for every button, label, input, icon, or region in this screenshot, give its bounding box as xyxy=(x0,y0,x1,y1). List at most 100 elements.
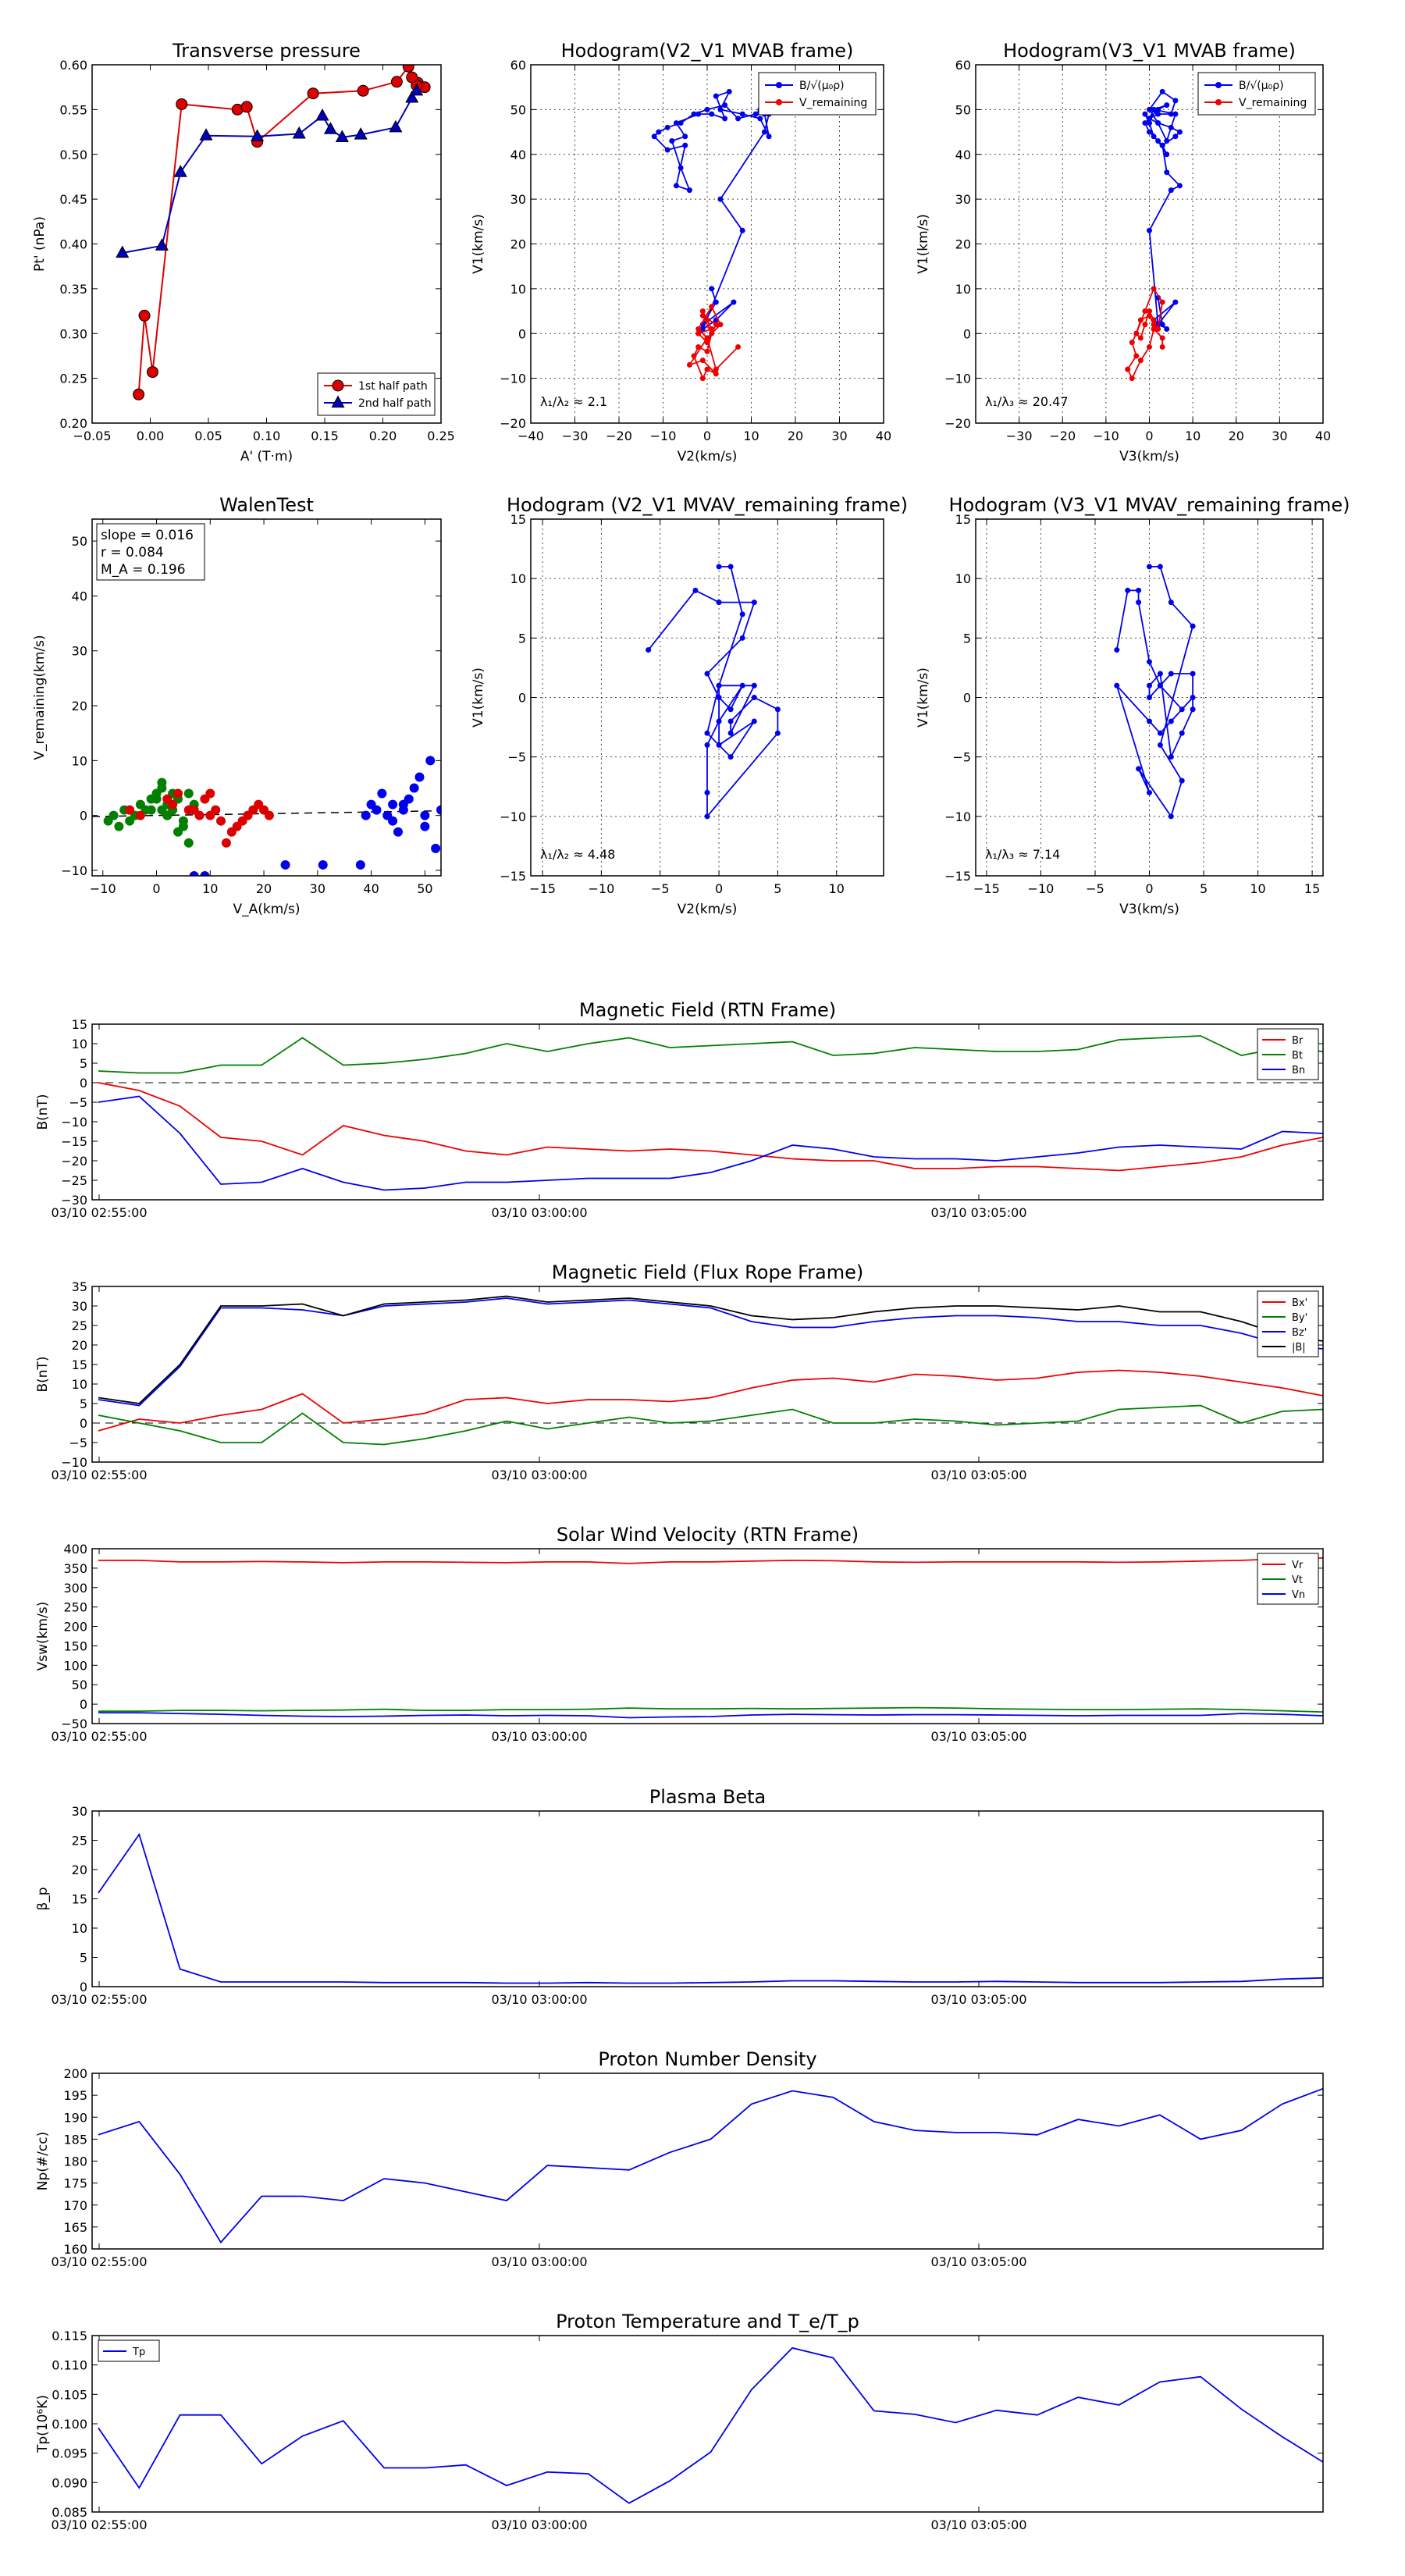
panel-title: Magnetic Field (RTN Frame) xyxy=(579,999,836,1021)
data-point xyxy=(739,611,745,617)
legend-label: 2nd half path xyxy=(358,397,432,410)
y-tick-label: −10 xyxy=(944,809,971,824)
series-line-|B| xyxy=(98,1295,1323,1404)
y-tick-label: 60 xyxy=(955,58,971,73)
data-point xyxy=(1147,106,1152,112)
y-tick-label: −20 xyxy=(500,416,526,431)
data-point xyxy=(1137,317,1144,323)
data-point xyxy=(1190,671,1196,677)
chart-panel-5: Hodogram (V2_V1 MVAV_remaining frame) −15… xyxy=(471,494,908,917)
x-tick-label: 0.05 xyxy=(194,429,222,443)
y-axis-label: β_p xyxy=(35,1887,51,1910)
chart-panel-6: Hodogram (V3_V1 MVAV_remaining frame) −15… xyxy=(916,494,1350,917)
data-point xyxy=(409,783,419,793)
y-tick-label: 170 xyxy=(63,2198,87,2213)
series-line-Tp xyxy=(98,2347,1323,2504)
data-point xyxy=(739,635,745,641)
legend-label: |B| xyxy=(1292,1342,1306,1354)
x-tick-label: 40 xyxy=(363,881,379,896)
data-point xyxy=(1155,138,1161,144)
data-point xyxy=(1142,120,1148,126)
plot-frame xyxy=(91,518,442,877)
x-tick-label: 03/10 03:00:00 xyxy=(491,2517,587,2532)
data-point xyxy=(1114,647,1120,653)
panel-title: Transverse pressure xyxy=(172,40,361,62)
data-point xyxy=(673,120,679,126)
panel-title: Solar Wind Velocity (RTN Frame) xyxy=(557,1524,859,1546)
x-tick-label: 30 xyxy=(1272,429,1287,443)
data-point xyxy=(1137,335,1144,341)
plot-area xyxy=(98,1295,1323,1446)
data-point xyxy=(398,799,408,809)
data-point xyxy=(699,326,706,333)
data-point xyxy=(717,106,724,112)
y-tick-label: 20 xyxy=(955,237,971,252)
series-line-V_remaining xyxy=(1126,286,1164,380)
y-tick-label: 0.55 xyxy=(59,102,87,117)
y-tick-label: 15 xyxy=(72,1892,87,1907)
data-point xyxy=(713,366,719,372)
data-point xyxy=(357,84,369,97)
data-point xyxy=(651,133,657,140)
y-axis-label: Np(#/cc) xyxy=(35,2132,51,2190)
legend-marker xyxy=(1215,99,1222,105)
data-point xyxy=(221,838,231,848)
data-point xyxy=(1147,312,1152,318)
panel-title: Proton Number Density xyxy=(598,2048,816,2070)
data-point xyxy=(682,142,688,148)
y-tick-label: 50 xyxy=(510,102,526,117)
y-tick-label: 180 xyxy=(63,2154,87,2169)
x-tick-label: 10 xyxy=(829,881,845,896)
data-point xyxy=(695,326,702,333)
y-tick-label: 160 xyxy=(63,2242,87,2257)
y-tick-label: 10 xyxy=(72,753,87,768)
legend-marker xyxy=(332,379,344,392)
x-axis-label: V_A(km/s) xyxy=(233,902,300,917)
data-point xyxy=(704,813,710,820)
data-point xyxy=(1147,227,1152,233)
data-point xyxy=(727,706,734,713)
data-point xyxy=(388,799,398,809)
x-tick-label: 0 xyxy=(715,881,723,896)
y-axis-label: V1(km/s) xyxy=(916,667,931,728)
data-point xyxy=(739,227,745,233)
x-tick-label: −5 xyxy=(1086,881,1104,896)
data-point xyxy=(388,816,398,826)
y-tick-label: −15 xyxy=(500,869,526,884)
x-axis-label: V3(km/s) xyxy=(1119,449,1179,464)
data-point xyxy=(1155,106,1161,112)
data-point xyxy=(205,810,215,820)
x-tick-label: 03/10 02:55:00 xyxy=(51,1729,147,1744)
x-tick-label: 03/10 03:00:00 xyxy=(491,1729,587,1744)
panel-title: Hodogram(V2_V1 MVAB frame) xyxy=(561,40,854,62)
y-tick-label: 15 xyxy=(72,1017,87,1032)
chart-panel-9: Solar Wind Velocity (RTN Frame) −50 0 50 100… xyxy=(35,1524,1324,1744)
data-point xyxy=(183,838,194,848)
x-tick-label: −10 xyxy=(90,881,116,896)
data-point xyxy=(1168,600,1174,606)
data-point xyxy=(1151,286,1157,292)
data-point xyxy=(1179,706,1185,713)
data-point xyxy=(673,183,679,189)
legend-marker xyxy=(776,99,782,105)
legend-marker xyxy=(331,395,345,408)
data-point xyxy=(116,245,130,258)
y-tick-label: 0 xyxy=(963,691,971,706)
data-point xyxy=(739,682,745,688)
chart-panel-1: Transverse pressure 0.20 0.25 0.30 0.35 0.40 0… xyxy=(32,40,455,464)
data-point xyxy=(726,88,732,94)
stats-text: M_A = 0.196 xyxy=(101,562,186,578)
legend-label: Bn xyxy=(1292,1065,1305,1076)
y-tick-label: 0 xyxy=(518,326,526,341)
data-point xyxy=(1172,299,1179,305)
y-tick-label: 0.085 xyxy=(52,2505,87,2520)
eigen-ratio-label: λ₁/λ₂ ≈ 2.1 xyxy=(540,394,607,409)
x-axis-label: V2(km/s) xyxy=(678,449,738,464)
x-tick-label: −20 xyxy=(1049,429,1076,443)
data-point xyxy=(410,83,424,96)
y-tick-label: 200 xyxy=(63,2066,87,2081)
data-point xyxy=(739,111,745,117)
data-point xyxy=(1133,353,1140,359)
plot-area xyxy=(1114,564,1196,820)
